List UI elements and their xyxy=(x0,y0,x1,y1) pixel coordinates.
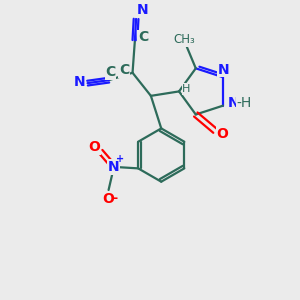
Text: N: N xyxy=(108,160,120,174)
Text: N: N xyxy=(218,63,229,77)
Text: N: N xyxy=(137,3,148,17)
Text: O: O xyxy=(103,193,115,206)
Text: +: + xyxy=(116,154,124,164)
Text: C: C xyxy=(119,63,129,77)
Text: N: N xyxy=(74,75,85,88)
Text: N: N xyxy=(227,96,239,110)
Text: CH₃: CH₃ xyxy=(173,33,195,46)
Text: H: H xyxy=(182,84,190,94)
Text: -H: -H xyxy=(237,96,252,110)
Text: -: - xyxy=(112,192,118,205)
Text: O: O xyxy=(88,140,100,154)
Text: O: O xyxy=(217,127,228,141)
Text: C: C xyxy=(138,30,148,44)
Text: C: C xyxy=(105,65,116,79)
